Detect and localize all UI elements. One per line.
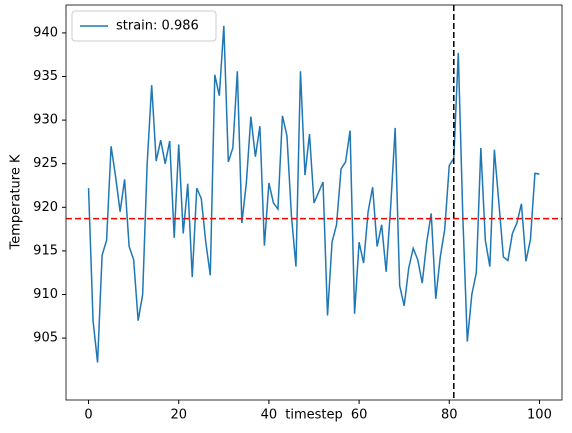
x-tick-label: 80 <box>441 408 458 423</box>
y-axis-label: Temperature K <box>9 154 24 250</box>
y-tick-label: 935 <box>33 69 58 84</box>
legend-box <box>71 10 217 42</box>
y-tick-label: 910 <box>33 287 58 302</box>
y-tick-label: 915 <box>33 243 58 258</box>
y-tick-label: 940 <box>33 25 58 40</box>
x-tick-label: 0 <box>84 408 92 423</box>
x-axis-label: timestep <box>285 408 343 423</box>
x-tick-label: 40 <box>261 408 278 423</box>
y-tick-label: 920 <box>33 200 58 215</box>
y-tick-label: 930 <box>33 113 58 128</box>
y-tick-label: 905 <box>33 331 58 346</box>
x-tick-label: 20 <box>170 408 187 423</box>
x-tick-label: 100 <box>527 408 552 423</box>
data-line <box>87 25 540 363</box>
plot-frame <box>65 4 563 401</box>
x-tick-label: 60 <box>351 408 368 423</box>
y-tick-label: 925 <box>33 156 58 171</box>
legend-label: strain: 0.986 <box>116 19 199 34</box>
